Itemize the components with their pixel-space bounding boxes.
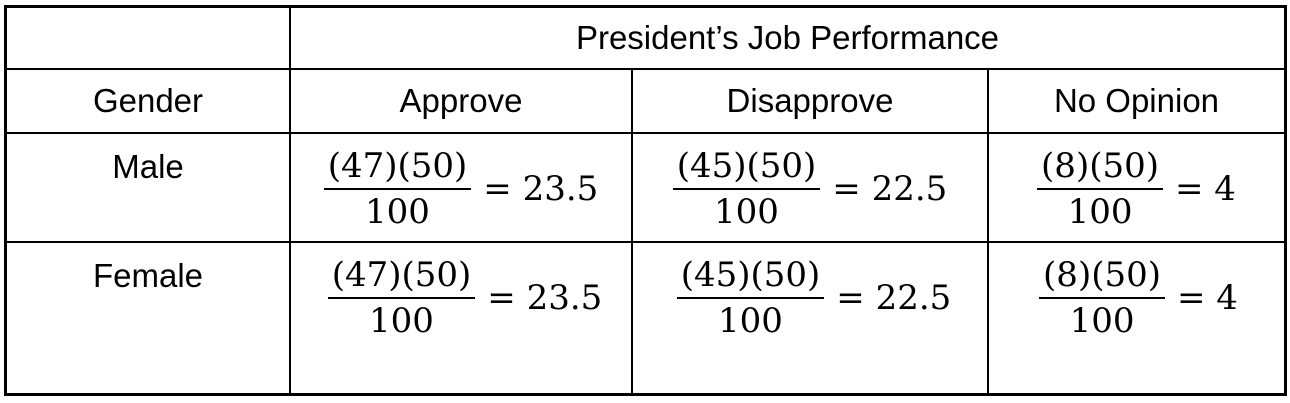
numerator: (8)(50) (1039, 256, 1166, 299)
denominator: 100 (1069, 301, 1135, 341)
cell-male-disapprove: (45)(50) 100 = 22.5 (633, 139, 987, 239)
column-header-gender: Gender (92, 82, 204, 119)
result: = 4 (1177, 278, 1238, 318)
cell-female-approve: (47)(50) 100 = 23.5 (295, 248, 635, 348)
row-label-female: Female (92, 257, 204, 294)
expected-frequency-table: President’s Job Performance Gender Appro… (4, 5, 1287, 396)
numerator: (8)(50) (1037, 147, 1164, 190)
result: = 23.5 (487, 278, 603, 318)
result: = 23.5 (483, 169, 599, 209)
cell-male-no-opinion: (8)(50) 100 = 4 (989, 139, 1284, 239)
result: = 22.5 (832, 169, 948, 209)
cell-male-approve: (47)(50) 100 = 23.5 (291, 139, 631, 239)
numerator: (45)(50) (672, 147, 821, 190)
cell-female-disapprove: (45)(50) 100 = 22.5 (637, 248, 991, 348)
cell-female-no-opinion: (8)(50) 100 = 4 (993, 248, 1284, 348)
numerator: (45)(50) (676, 256, 825, 299)
table-border-left (4, 5, 7, 396)
result: = 4 (1175, 169, 1236, 209)
fraction: (8)(50) 100 (1039, 256, 1166, 341)
fraction: (45)(50) 100 (676, 256, 825, 341)
table-border-right (1284, 5, 1287, 396)
column-divider-2 (631, 68, 633, 396)
row-divider-2 (4, 132, 1287, 134)
denominator: 100 (369, 301, 434, 341)
fraction: (8)(50) 100 (1037, 147, 1164, 232)
column-header-disapprove: Disapprove (726, 82, 894, 119)
denominator: 100 (718, 301, 783, 341)
column-divider-3 (987, 68, 989, 396)
row-divider-1 (4, 68, 1287, 70)
header-group-label: President’s Job Performance (575, 19, 1000, 56)
column-header-no-opinion: No Opinion (1053, 82, 1220, 119)
denominator: 100 (1067, 192, 1133, 232)
fraction: (47)(50) 100 (327, 256, 476, 341)
column-divider-1 (289, 5, 291, 396)
fraction: (47)(50) 100 (323, 147, 472, 232)
column-header-approve: Approve (399, 82, 523, 119)
row-divider-3 (4, 241, 1287, 243)
fraction: (45)(50) 100 (672, 147, 821, 232)
row-label-male: Male (112, 148, 184, 185)
denominator: 100 (714, 192, 779, 232)
numerator: (47)(50) (327, 256, 476, 299)
result: = 22.5 (836, 278, 952, 318)
numerator: (47)(50) (323, 147, 472, 190)
table-border-bottom (4, 393, 1287, 396)
table-border-top (4, 5, 1287, 8)
denominator: 100 (365, 192, 430, 232)
